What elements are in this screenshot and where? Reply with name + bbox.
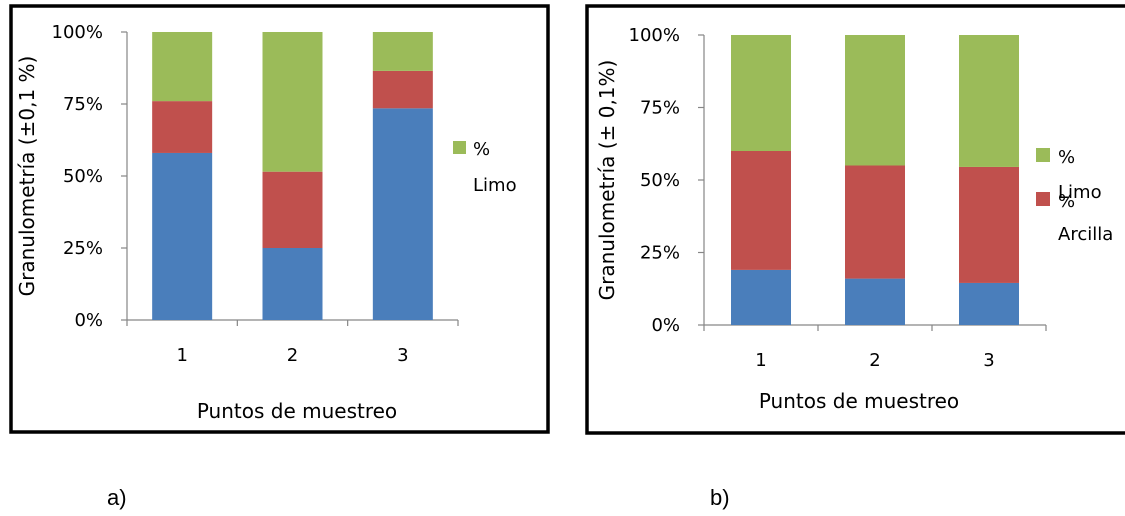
chart-b-legend-label-arcilla: Arcilla bbox=[1058, 224, 1113, 245]
chart-a-bar-segment-3-cat-2 bbox=[262, 32, 323, 172]
chart-b-category-label: 1 bbox=[755, 350, 766, 371]
chart-b-y-tick-label: 25% bbox=[640, 243, 680, 264]
chart-b-bar-segment-3-cat-1 bbox=[731, 35, 791, 151]
chart-a-legend-marker-limo: % bbox=[473, 139, 490, 160]
chart-a-y-axis-title: Granulometría (±0,1 %) bbox=[15, 56, 39, 297]
chart-b-legend-label-limo: Limo bbox=[1058, 182, 1102, 203]
chart-a-bar-segment-3-cat-3 bbox=[372, 32, 433, 71]
chart-b-legend-marker-limo: % bbox=[1058, 147, 1075, 168]
chart-b-bar-segment-1-cat-3 bbox=[959, 282, 1019, 325]
chart-a-category-label: 1 bbox=[176, 345, 187, 366]
chart-a-plot-area: 0% 25% 50% 75% 100% 1 2 3 bbox=[52, 22, 459, 366]
chart-a-bar-segment-1-cat-2 bbox=[262, 248, 323, 320]
chart-b-y-tick-label: 0% bbox=[651, 315, 680, 336]
chart-b-bar-segment-3-cat-3 bbox=[959, 35, 1019, 167]
chart-b-bar-segment-1-cat-1 bbox=[731, 269, 791, 325]
chart-b: 0% 25% 50% 75% 100% 1 2 3 Puntos de muestreo Gr… bbox=[585, 4, 1125, 435]
chart-b-bar-segment-3-cat-2 bbox=[845, 35, 905, 166]
chart-b-legend-marker-arcilla: % bbox=[1058, 191, 1075, 212]
chart-b-legend-swatch-arcilla bbox=[1036, 192, 1050, 206]
chart-b-bar-segment-2-cat-1 bbox=[731, 151, 791, 270]
chart-b-x-axis-title: Puntos de muestreo bbox=[759, 389, 959, 413]
chart-a-y-tick-label: 75% bbox=[63, 94, 103, 115]
chart-b-bar-segment-2-cat-3 bbox=[959, 166, 1019, 283]
chart-a-legend-swatch-limo bbox=[453, 141, 466, 154]
chart-a-bar-segment-2-cat-3 bbox=[372, 70, 433, 109]
caption-b: b) bbox=[710, 485, 730, 510]
caption-a: a) bbox=[107, 485, 127, 510]
chart-a-bar-segment-1-cat-3 bbox=[372, 108, 433, 320]
chart-a-bar-segment-2-cat-2 bbox=[262, 171, 323, 248]
chart-b-bar-segment-1-cat-2 bbox=[845, 278, 905, 325]
chart-a-category-label: 3 bbox=[397, 345, 408, 366]
chart-a-x-axis-title: Puntos de muestreo bbox=[197, 399, 397, 423]
chart-a-y-tick-label: 0% bbox=[74, 310, 103, 331]
chart-b-bar-segment-2-cat-2 bbox=[845, 165, 905, 279]
chart-a-bar-segment-3-cat-1 bbox=[152, 32, 213, 102]
chart-a-legend-label-limo: Limo bbox=[473, 175, 517, 196]
chart-b-legend-swatch-limo bbox=[1036, 148, 1050, 162]
chart-b-y-axis-title: Granulometría (± 0,1%) bbox=[595, 60, 619, 301]
chart-b-y-tick-label: 100% bbox=[629, 25, 680, 46]
chart-b-plot-area: 0% 25% 50% 75% 100% 1 2 3 bbox=[629, 25, 1047, 371]
chart-a-category-label: 2 bbox=[287, 345, 298, 366]
chart-a-bar-segment-2-cat-1 bbox=[152, 101, 213, 153]
chart-a-y-tick-label: 100% bbox=[52, 22, 103, 43]
chart-b-y-tick-label: 75% bbox=[640, 98, 680, 119]
chart-a-bar-segment-1-cat-1 bbox=[152, 152, 213, 320]
chart-b-category-label: 3 bbox=[983, 350, 994, 371]
chart-a-y-tick-label: 25% bbox=[63, 238, 103, 259]
chart-a-legend: % Limo bbox=[453, 139, 517, 196]
chart-b-category-label: 2 bbox=[869, 350, 880, 371]
chart-b-y-tick-label: 50% bbox=[640, 170, 680, 191]
chart-b-legend: % Limo % Arcilla bbox=[1036, 147, 1113, 245]
chart-a: 0% 25% 50% 75% 100% 1 2 3 Puntos de muestreo Gr… bbox=[9, 4, 550, 434]
chart-a-y-tick-label: 50% bbox=[63, 166, 103, 187]
